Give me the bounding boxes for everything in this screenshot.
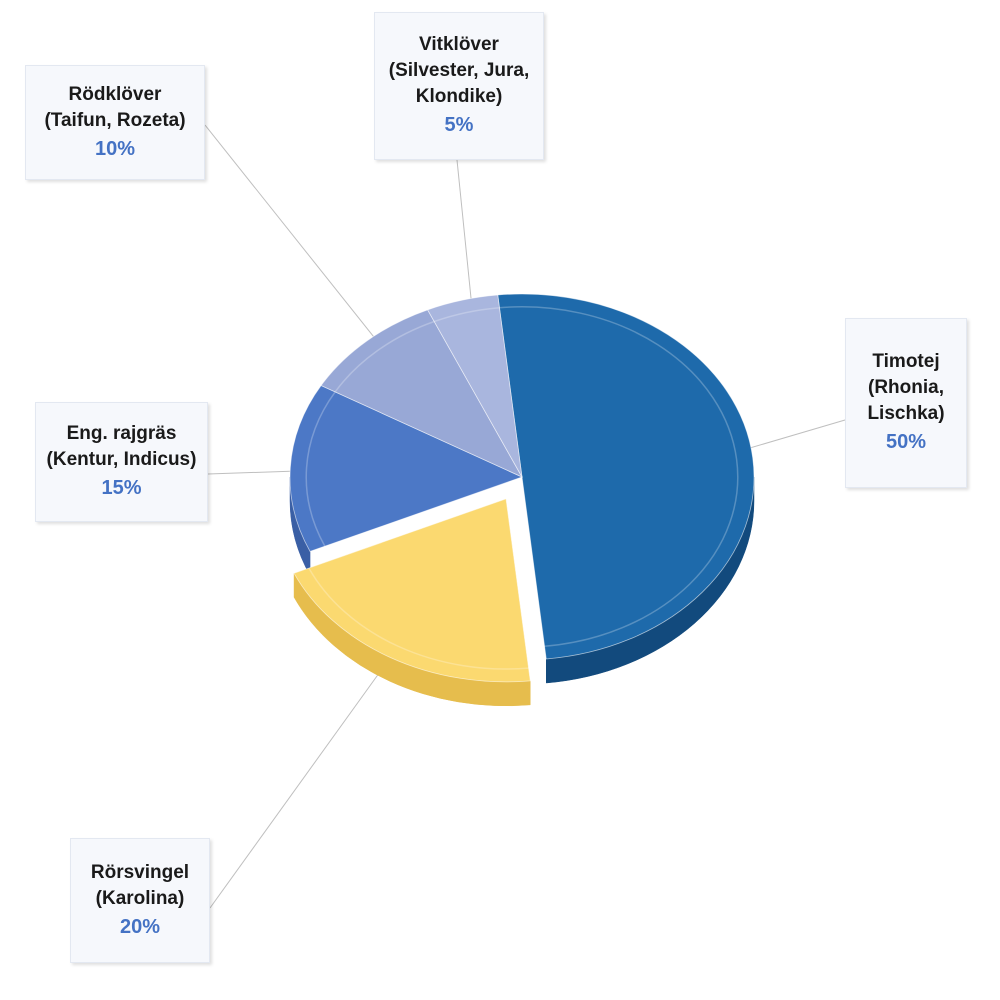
data-label-rorsvingel: Rörsvingel (Karolina) 20% <box>70 838 210 963</box>
label-percent: 5% <box>444 114 474 136</box>
label-name-line: (Silvester, Jura, <box>388 60 530 81</box>
data-label-timotej: Timotej (Rhonia, Lischka) 50% <box>845 318 967 488</box>
data-label-eng-rajgras: Eng. rajgräs (Kentur, Indicus) 15% <box>35 402 208 522</box>
label-name-line: Rödklöver <box>68 83 162 105</box>
pie-rim-vitklover <box>433 306 500 323</box>
data-label-rodklover: Rödklöver (Taifun, Rozeta) 10% <box>25 65 205 180</box>
label-name-line: Rörsvingel <box>90 861 190 883</box>
pie-slice-rodklover <box>320 309 523 478</box>
label-name-line: Klondike) <box>415 86 503 107</box>
data-label-vitklover: Vitklöver (Silvester, Jura, Klondike) 5% <box>374 12 544 160</box>
label-percent: 10% <box>94 137 136 160</box>
label-name-line: (Karolina) <box>95 887 185 909</box>
pie-rim-rodklover <box>334 320 435 393</box>
pie-rim-rorsvingel <box>308 567 529 670</box>
label-name-line: (Taifun, Rozeta) <box>44 109 186 131</box>
pie-rim-timotej <box>499 306 739 648</box>
label-percent: 15% <box>101 477 142 499</box>
pie-rim-eng-rajgras <box>305 391 336 547</box>
label-name-line: Lischka) <box>867 403 945 424</box>
pie-slice-eng-rajgras <box>289 385 524 552</box>
pie-slice-rorsvingel <box>293 498 531 683</box>
pie-slice-tops <box>289 293 755 683</box>
pie-slice-timotej <box>497 293 755 660</box>
label-percent: 50% <box>885 431 927 453</box>
leader-line-rodklover <box>204 124 402 372</box>
label-name-line: (Kentur, Indicus) <box>46 449 197 470</box>
label-name-line: Eng. rajgräs <box>66 423 177 444</box>
label-percent: 20% <box>119 915 161 938</box>
label-name-line: Timotej <box>872 351 940 372</box>
label-name-line: (Rhonia, <box>868 377 944 398</box>
pie-slice-vitklover <box>427 294 523 478</box>
label-name-line: Vitklöver <box>419 34 499 55</box>
